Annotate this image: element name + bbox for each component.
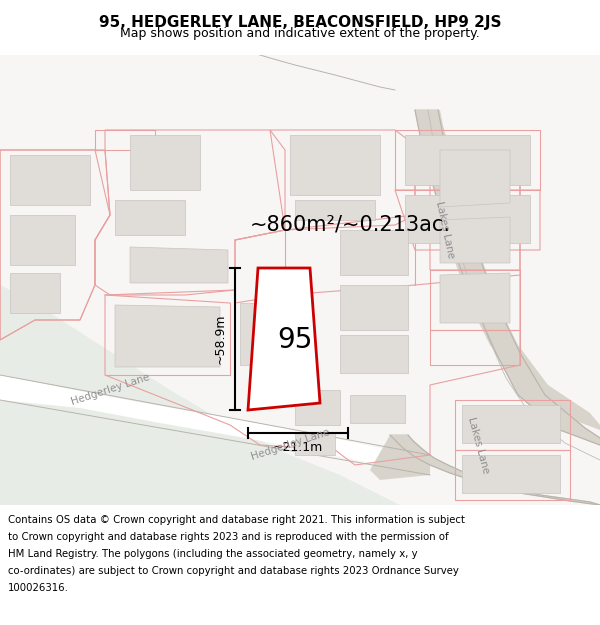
Polygon shape (115, 200, 185, 235)
Text: HM Land Registry. The polygons (including the associated geometry, namely x, y: HM Land Registry. The polygons (includin… (8, 549, 418, 559)
Text: co-ordinates) are subject to Crown copyright and database rights 2023 Ordnance S: co-ordinates) are subject to Crown copyr… (8, 566, 459, 576)
Polygon shape (115, 305, 220, 367)
Text: 95, HEDGERLEY LANE, BEACONSFIELD, HP9 2JS: 95, HEDGERLEY LANE, BEACONSFIELD, HP9 2J… (99, 16, 501, 31)
Polygon shape (403, 448, 434, 458)
Text: Lakes Lane: Lakes Lane (434, 201, 456, 259)
Polygon shape (478, 313, 520, 353)
Polygon shape (340, 335, 408, 373)
Polygon shape (10, 155, 90, 205)
Polygon shape (415, 110, 600, 430)
Polygon shape (463, 275, 501, 313)
Polygon shape (441, 213, 474, 243)
Polygon shape (440, 273, 510, 323)
Polygon shape (415, 457, 450, 466)
Polygon shape (451, 243, 486, 275)
Polygon shape (405, 135, 530, 185)
Polygon shape (0, 375, 430, 475)
Text: Lakes Lane: Lakes Lane (466, 416, 490, 474)
Polygon shape (480, 483, 540, 495)
Polygon shape (405, 195, 530, 243)
Polygon shape (240, 303, 278, 365)
Polygon shape (390, 435, 413, 441)
Polygon shape (430, 465, 470, 475)
Polygon shape (518, 395, 585, 430)
Polygon shape (130, 247, 228, 283)
Polygon shape (570, 501, 600, 505)
Polygon shape (295, 390, 340, 425)
Text: ~21.1m: ~21.1m (273, 441, 323, 454)
Polygon shape (433, 185, 464, 213)
Text: Hedgerley Lane: Hedgerley Lane (70, 372, 151, 408)
Polygon shape (350, 395, 405, 423)
Polygon shape (248, 268, 320, 410)
Polygon shape (440, 150, 510, 207)
Polygon shape (395, 440, 422, 449)
Text: 100026316.: 100026316. (8, 583, 69, 593)
Polygon shape (560, 428, 600, 445)
Text: ~58.9m: ~58.9m (214, 314, 227, 364)
Text: Map shows position and indicative extent of the property.: Map shows position and indicative extent… (120, 27, 480, 39)
Text: Contains OS data © Crown copyright and database right 2021. This information is : Contains OS data © Crown copyright and d… (8, 515, 465, 525)
Polygon shape (340, 230, 408, 275)
Polygon shape (130, 135, 200, 190)
Text: 95: 95 (277, 326, 313, 354)
Polygon shape (462, 405, 560, 443)
Text: to Crown copyright and database rights 2023 and is reproduced with the permissio: to Crown copyright and database rights 2… (8, 532, 449, 542)
Polygon shape (340, 285, 408, 330)
Polygon shape (520, 493, 590, 502)
Text: Hedgerley Lane: Hedgerley Lane (250, 428, 331, 462)
Polygon shape (10, 215, 75, 265)
Polygon shape (295, 200, 375, 220)
Polygon shape (450, 473, 500, 485)
Polygon shape (290, 135, 380, 195)
Polygon shape (370, 435, 430, 480)
Text: ~860m²/~0.213ac.: ~860m²/~0.213ac. (250, 215, 451, 235)
Polygon shape (420, 135, 449, 160)
Polygon shape (496, 353, 545, 395)
Polygon shape (0, 285, 400, 505)
Polygon shape (10, 273, 60, 313)
Polygon shape (295, 433, 335, 455)
Polygon shape (440, 217, 510, 263)
Polygon shape (415, 110, 443, 135)
Polygon shape (426, 160, 456, 185)
Polygon shape (462, 455, 560, 493)
